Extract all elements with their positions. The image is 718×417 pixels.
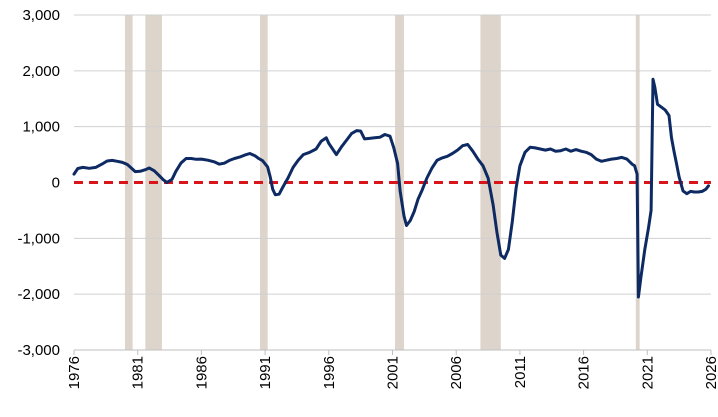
x-tick-label: 1976 <box>66 356 83 389</box>
x-tick-label: 1991 <box>257 356 274 389</box>
y-tick-label: 3,000 <box>22 7 60 24</box>
x-tick-label: 1981 <box>130 356 147 389</box>
y-tick-label: 2,000 <box>22 63 60 80</box>
x-tick-label: 2006 <box>448 356 465 389</box>
axes-group: 3,000 2,000 1,000 0 -1,000 -2,000 -3,000 1976 19… <box>17 7 718 389</box>
recession-band-5 <box>480 15 501 350</box>
y-tick-label: 1,000 <box>22 119 60 136</box>
series-line <box>72 77 710 299</box>
y-tick-label: -1,000 <box>17 230 60 247</box>
y-tick-label: 0 <box>52 175 60 192</box>
x-tick-label: 2021 <box>639 356 656 389</box>
x-tick-label: 2016 <box>576 356 593 389</box>
y-tick-label: -2,000 <box>17 286 60 303</box>
x-tick-label: 2011 <box>512 356 529 388</box>
y-tick-label: -3,000 <box>17 342 60 359</box>
series-group <box>72 77 710 299</box>
recession-band-3 <box>260 15 268 350</box>
x-tick-label: 1996 <box>321 356 338 389</box>
x-tick-label: 2001 <box>384 356 401 389</box>
x-tick-label: 2026 <box>703 356 718 389</box>
recession-band-1 <box>124 15 133 350</box>
x-tick-label: 1986 <box>193 356 210 389</box>
